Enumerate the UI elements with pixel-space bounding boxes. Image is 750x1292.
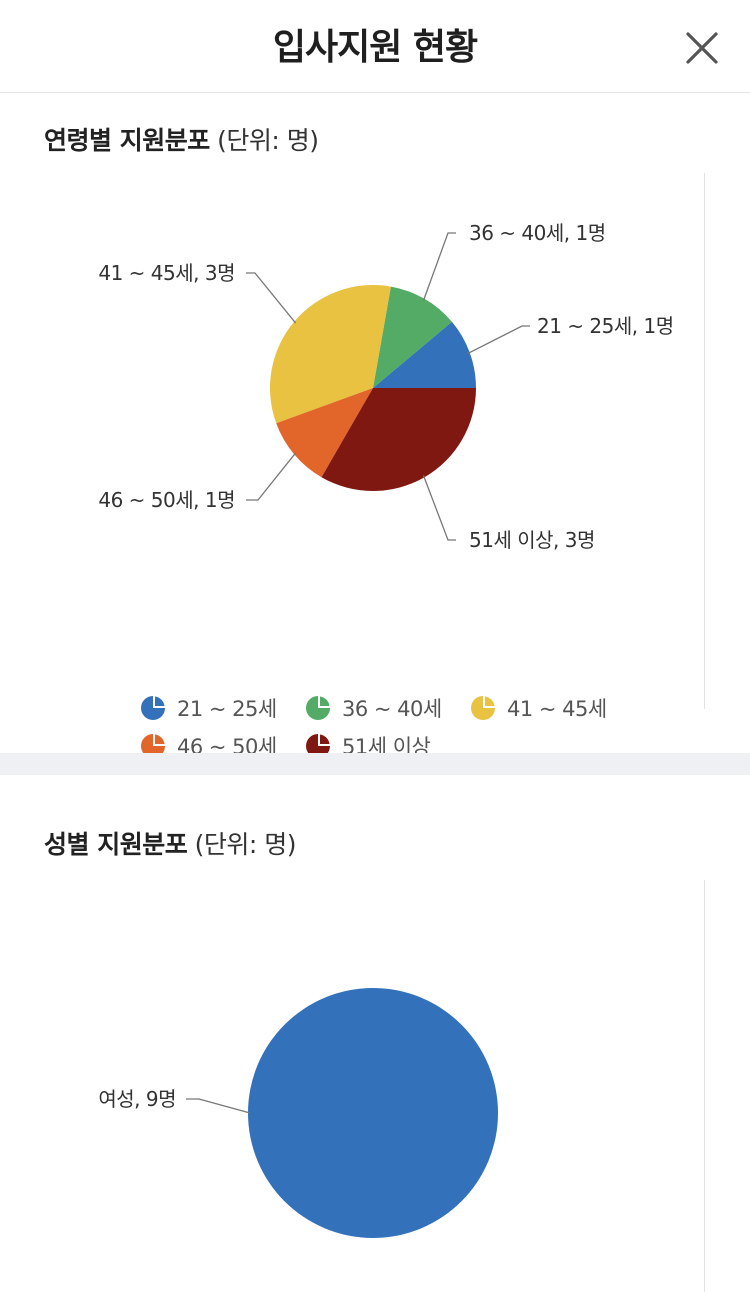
age-section-title: 연령별 지원분포 (단위: 명): [44, 121, 319, 157]
pie-legend-icon: [141, 734, 165, 758]
age-slice-21-25세[interactable]: [373, 321, 476, 388]
gender-section-title: 성별 지원분포 (단위: 명): [44, 825, 297, 861]
age-leader-line-36-40세: [422, 232, 456, 301]
chart-scroll-divider-2: [704, 880, 705, 1292]
pie-legend-icon: [141, 696, 165, 720]
gender-pie-chart: 여성, 9명: [98, 988, 498, 1238]
pie-legend-icon: [471, 696, 495, 720]
gender-data-label-여성: 여성, 9명: [98, 1087, 176, 1111]
age-data-label-36-40세: 36 ~ 40세, 1명: [469, 221, 606, 245]
legend-item-21-25세[interactable]: 21 ~ 25세: [140, 690, 277, 726]
age-slice-51세이상[interactable]: [321, 388, 477, 491]
chart-scroll-divider: [704, 173, 705, 709]
gender-distribution-section: 성별 지원분포 (단위: 명) 여성, 9명: [0, 775, 750, 1292]
age-slice-36-40세[interactable]: [373, 286, 452, 388]
age-leader-line-41-45세: [246, 272, 297, 324]
close-icon: [686, 32, 718, 64]
age-slice-46-50세[interactable]: [276, 388, 373, 478]
section-divider: [0, 753, 750, 775]
age-data-label-21-25세: 21 ~ 25세, 1명: [537, 314, 674, 338]
legend-label: 36 ~ 40세: [342, 697, 442, 721]
age-data-label-46-50세: 46 ~ 50세, 1명: [98, 488, 235, 512]
age-distribution-section: 연령별 지원분포 (단위: 명) 21 ~ 25세, 1명 36 ~ 40세, 1…: [0, 93, 750, 759]
gender-section-title-text: 성별 지원분포: [44, 830, 188, 859]
gender-slice-여성[interactable]: [248, 988, 498, 1238]
age-leader-line-46-50세: [246, 452, 297, 501]
pie-legend-icon: [306, 734, 330, 758]
age-section-unit: (단위: 명): [217, 126, 319, 155]
gender-leader-line-여성: [186, 1098, 251, 1114]
legend-item-36-40세[interactable]: 36 ~ 40세: [305, 690, 442, 726]
gender-section-unit: (단위: 명): [194, 830, 297, 859]
age-section-title-text: 연령별 지원분포: [44, 126, 210, 155]
age-data-label-51세이상: 51세 이상, 3명: [469, 528, 595, 552]
close-button[interactable]: [680, 26, 724, 70]
legend-label: 41 ~ 45세: [507, 697, 607, 721]
age-pie-chart: 21 ~ 25세, 1명 36 ~ 40세, 1명 41 ~ 45세, 3명 46 ~…: [98, 221, 674, 552]
pie-legend-icon: [306, 696, 330, 720]
age-leader-line-21-25세: [467, 325, 530, 355]
page-title: 입사지원 현황: [272, 27, 478, 68]
age-leader-line-51세이상: [422, 475, 456, 541]
legend-label: 21 ~ 25세: [177, 697, 277, 721]
modal-header: 입사지원 현황: [0, 0, 750, 93]
age-slice-41-45세[interactable]: [269, 285, 391, 424]
legend-item-41-45세[interactable]: 41 ~ 45세: [470, 690, 607, 726]
age-data-label-41-45세: 41 ~ 45세, 3명: [98, 261, 235, 285]
